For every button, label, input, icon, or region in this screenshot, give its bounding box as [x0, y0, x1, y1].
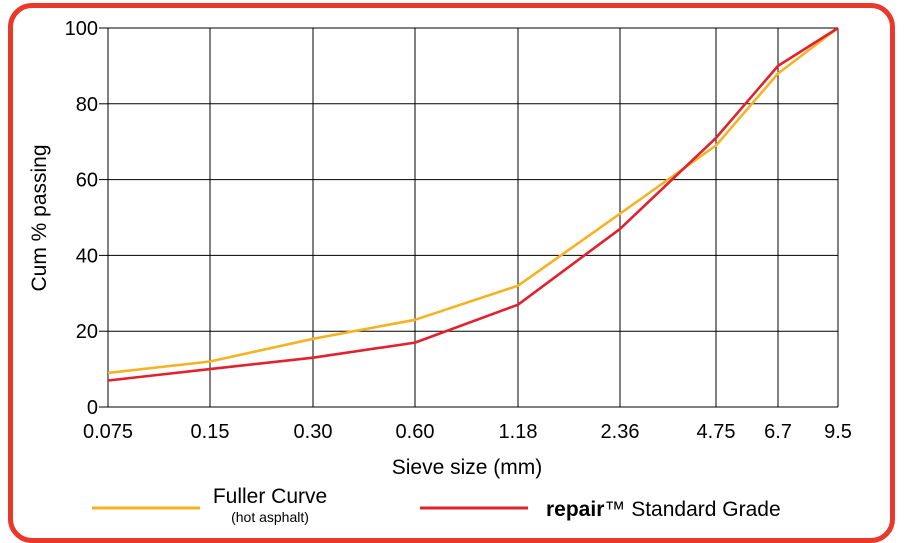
y-tick-label: 60: [76, 170, 98, 192]
y-tick-labels: 0 20 40 60 80 100: [65, 18, 98, 419]
x-tick-label: 1.18: [499, 421, 538, 443]
x-tick-label: 0.60: [396, 421, 435, 443]
series-line-repair: [107, 26, 839, 382]
legend-brand-repair: repair: [546, 498, 604, 521]
y-tick-label: 40: [76, 245, 98, 267]
x-tick-label: 2.36: [601, 421, 640, 443]
legend: Fuller Curve (hot asphalt) repair™ Stand…: [92, 485, 781, 525]
y-tick-label: 100: [65, 18, 98, 40]
x-tick-label: 4.75: [697, 421, 736, 443]
x-axis-title: Sieve size (mm): [392, 456, 543, 479]
y-tick-label: 80: [76, 94, 98, 116]
y-axis-title: Cum % passing: [28, 144, 51, 291]
grid: [99, 27, 839, 408]
y-tick-label: 0: [87, 397, 98, 419]
x-tick-label: 6.7: [764, 421, 792, 443]
legend-label-rest: Standard Grade: [625, 498, 780, 521]
x-tick-label: 9.5: [824, 421, 852, 443]
legend-label-fuller: Fuller Curve: [213, 485, 327, 508]
x-tick-label: 0.30: [294, 421, 333, 443]
series-lines: [107, 26, 839, 382]
series-line-fuller: [107, 26, 839, 375]
legend-sublabel-fuller: (hot asphalt): [231, 509, 309, 525]
x-tick-labels: 0.075 0.15 0.30 0.60 1.18 2.36 4.75 6.7 9.5: [83, 421, 852, 443]
x-tick-label: 0.15: [191, 421, 230, 443]
y-tick-label: 20: [76, 321, 98, 343]
legend-tm-mark: ™: [604, 498, 625, 521]
x-tick-label: 0.075: [83, 421, 133, 443]
legend-label-repair: repair™ Standard Grade: [546, 498, 781, 521]
